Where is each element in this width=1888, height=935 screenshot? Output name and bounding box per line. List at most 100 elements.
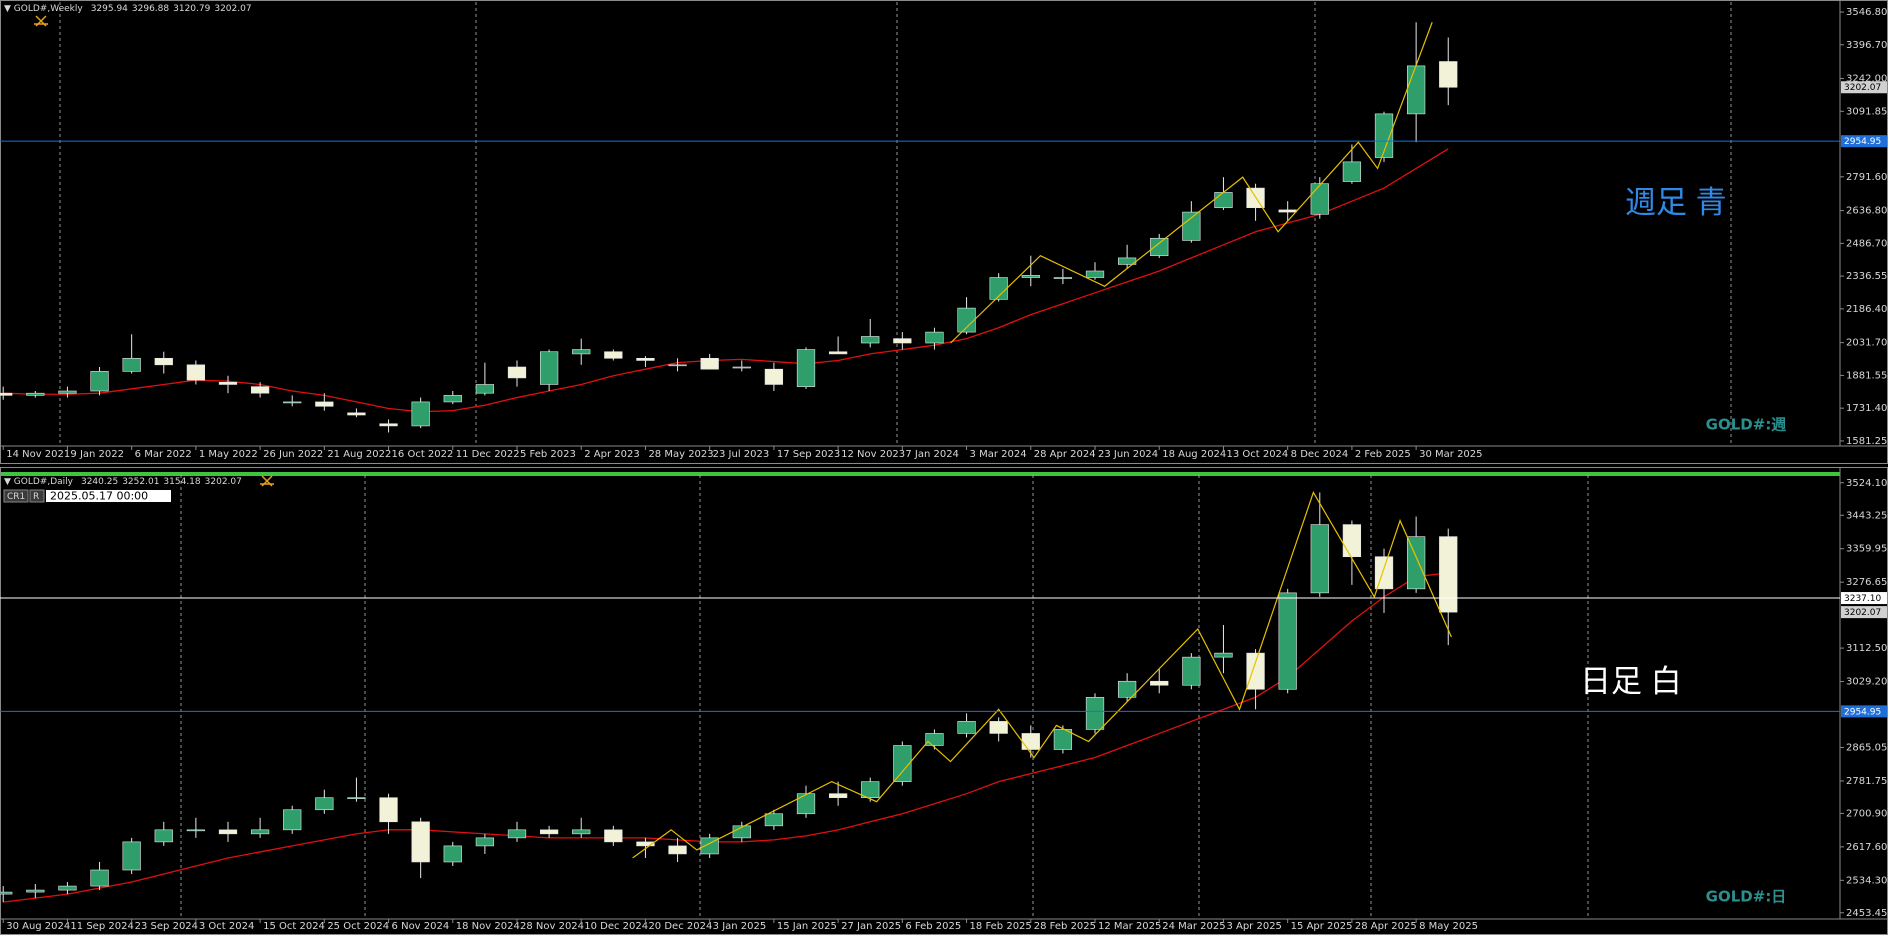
candle-body — [1342, 161, 1362, 182]
candle-body — [283, 809, 302, 831]
cursor-tag-box — [3, 489, 29, 503]
candle-body — [443, 845, 462, 863]
y-tick-label: 2700.90 — [1846, 808, 1887, 819]
candle-body — [1150, 680, 1169, 686]
x-tick-label: 3 Jan 2025 — [713, 921, 767, 932]
x-tick-label: 13 Oct 2024 — [1226, 449, 1288, 460]
x-tick-label: 6 Mar 2022 — [135, 449, 192, 460]
annotation: 日足 白 — [1580, 664, 1682, 699]
y-tick-label: 1581.25 — [1846, 436, 1887, 447]
x-tick-label: 11 Dec 2022 — [456, 449, 520, 460]
x-tick-label: 28 Feb 2025 — [1034, 921, 1096, 932]
candle-body — [828, 793, 848, 799]
y-tick-label: 3112.50 — [1846, 643, 1887, 654]
x-tick-label: 30 Mar 2025 — [1419, 449, 1482, 460]
candle-body — [475, 384, 495, 394]
price-tag-label: 2954.95 — [1844, 137, 1881, 147]
candle-body — [154, 829, 173, 843]
candle-body — [507, 366, 527, 379]
candle-body — [1406, 65, 1426, 115]
candle-body — [0, 891, 13, 895]
y-tick-label: 3546.80 — [1846, 7, 1887, 18]
x-tick-label: 28 Nov 2024 — [520, 921, 584, 932]
candle-body — [1085, 270, 1105, 278]
x-tick-label: 14 Nov 2021 — [6, 449, 70, 460]
candle-body — [700, 837, 719, 855]
x-tick-label: 6 Feb 2025 — [905, 921, 961, 932]
ohlc-value: 3202.07 — [205, 477, 242, 487]
candle-body — [668, 364, 687, 367]
price-tag-label: 2954.95 — [1844, 707, 1881, 717]
candle-body — [186, 829, 206, 832]
candle-body — [893, 338, 912, 344]
x-tick-label: 15 Jan 2025 — [777, 921, 837, 932]
candle-body — [861, 781, 880, 799]
ohlc-value: 3296.88 — [132, 4, 169, 14]
annotation: 週足 青 — [1625, 185, 1727, 220]
ohlc-value: 3295.94 — [91, 4, 128, 14]
candle-body — [26, 392, 45, 396]
x-tick-label: 18 Aug 2024 — [1162, 449, 1226, 460]
x-tick-label: 11 Sep 2024 — [70, 921, 133, 932]
candle-body — [1439, 536, 1458, 613]
candle-body — [828, 351, 848, 355]
y-tick-label: 3091.85 — [1846, 106, 1887, 117]
x-tick-label: 15 Oct 2024 — [263, 921, 325, 932]
y-tick-label: 2186.40 — [1846, 304, 1887, 315]
candle-body — [796, 793, 816, 815]
candle-body — [957, 721, 976, 734]
symbol: GOLD#,Weekly — [14, 4, 84, 14]
ohlc-value: 3120.79 — [173, 4, 210, 14]
y-tick-label: 3443.25 — [1846, 510, 1887, 521]
candle-body — [1021, 733, 1040, 750]
candle-body — [1310, 183, 1329, 215]
x-tick-label: 2 Apr 2023 — [584, 449, 639, 460]
x-tick-label: 9 Jan 2022 — [70, 449, 124, 460]
candle-body — [1310, 524, 1329, 594]
candle-body — [1085, 696, 1105, 730]
y-tick-label: 2336.55 — [1846, 271, 1887, 282]
header-triangle: ▼ — [4, 477, 14, 487]
candle-body — [1053, 729, 1073, 750]
candle-body — [893, 745, 912, 782]
candle-body — [379, 423, 398, 427]
candle-body — [1150, 237, 1169, 257]
x-tick-label: 23 Jun 2024 — [1098, 449, 1158, 460]
candle-body — [539, 829, 559, 835]
candle-body — [507, 829, 527, 839]
cursor-tag-box — [29, 489, 45, 503]
y-tick-label: 3359.95 — [1846, 544, 1887, 555]
candle-body — [1342, 524, 1362, 558]
x-tick-label: 26 Jun 2022 — [263, 449, 323, 460]
y-tick-label: 3029.20 — [1846, 677, 1887, 688]
ohlc-value: 3154.18 — [163, 477, 200, 487]
y-tick-label: 2486.70 — [1846, 238, 1887, 249]
candle-body — [957, 307, 976, 333]
x-tick-label: 15 Apr 2025 — [1291, 921, 1353, 932]
candle-body — [1278, 209, 1297, 213]
candle-body — [796, 349, 816, 387]
candle-body — [636, 841, 655, 847]
current-price-label: 3202.07 — [1844, 608, 1881, 618]
x-tick-label: 28 May 2023 — [648, 449, 713, 460]
cursor-tag: CR1 — [7, 492, 25, 502]
x-tick-label: 24 Mar 2025 — [1162, 921, 1225, 932]
candle-body — [218, 829, 238, 835]
candle-body — [218, 381, 238, 385]
candle-body — [1406, 536, 1426, 590]
y-tick-label: 2453.45 — [1846, 908, 1887, 919]
candle-body — [668, 845, 687, 855]
candle-body — [411, 401, 430, 427]
ohlc-value: 3252.01 — [122, 477, 159, 487]
candle-body — [1214, 652, 1233, 658]
candle-body — [925, 331, 944, 344]
candle-body — [604, 829, 623, 843]
candle-body — [443, 395, 462, 403]
y-tick-label: 3524.10 — [1846, 478, 1887, 489]
moving-average — [3, 148, 1449, 413]
x-tick-label: 27 Jan 2025 — [841, 921, 901, 932]
x-tick-label: 21 Aug 2022 — [327, 449, 391, 460]
ohlc-value: 3240.25 — [81, 477, 118, 487]
x-tick-label: 18 Nov 2024 — [456, 921, 520, 932]
